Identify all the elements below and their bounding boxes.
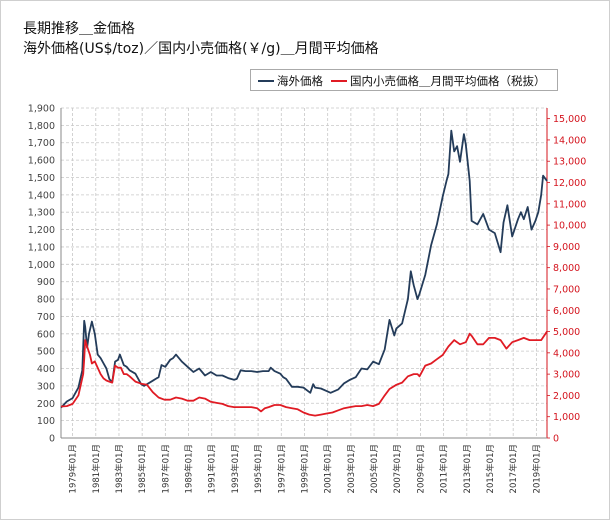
series-line-domestic <box>60 330 548 417</box>
y-right-tick-label: 12,000 <box>553 178 586 189</box>
x-tick-label: 1997年01月 <box>276 444 287 493</box>
legend-swatch-domestic <box>331 80 347 82</box>
y-left-tick-label: 1,600 <box>28 156 55 167</box>
x-tick-label: 1985年01月 <box>137 444 148 493</box>
legend-item-overseas: 海外価格 <box>258 73 323 89</box>
x-tick-label: 1987年01月 <box>160 444 171 493</box>
y-right-tick-label: 3,000 <box>553 370 580 381</box>
y-left-tick-label: 300 <box>37 381 55 392</box>
x-tick-label: 1999年01月 <box>299 444 310 493</box>
chart-legend: 海外価格 国内小売価格＿月間平均価格（税抜） <box>250 69 558 91</box>
y-right-tick-label: 5,000 <box>553 327 580 338</box>
y-left-tick-label: 1,700 <box>28 138 55 149</box>
y-left-tick-label: 800 <box>37 295 55 306</box>
x-tick-label: 1979年01月 <box>68 444 79 493</box>
x-tick-label: 2007年01月 <box>392 444 403 493</box>
y-left-tick-label: 1,000 <box>28 260 55 271</box>
y-right-tick-label: 4,000 <box>553 348 580 359</box>
x-tick-label: 2009年01月 <box>415 444 426 493</box>
x-tick-label: 2003年01月 <box>346 444 357 493</box>
x-tick-label: 1993年01月 <box>230 444 241 493</box>
y-left-tick-label: 1,900 <box>28 104 55 115</box>
y-left-tick-label: 0 <box>49 434 55 445</box>
y-left-tick-label: 1,200 <box>28 225 55 236</box>
chart-title: 長期推移＿金価格 <box>23 21 135 37</box>
x-tick-label: 2017年01月 <box>508 444 519 493</box>
y-left-tick-label: 1,100 <box>28 242 55 253</box>
series-line-overseas <box>60 129 548 409</box>
y-right-tick-label: 14,000 <box>553 135 586 146</box>
y-left-tick-label: 200 <box>37 399 55 410</box>
y-right-tick-label: 11,000 <box>553 199 586 210</box>
y-left-tick-label: 1,400 <box>28 190 55 201</box>
y-right-tick-label: 8,000 <box>553 263 580 274</box>
y-left-tick-label: 1,500 <box>28 173 55 184</box>
x-tick-label: 2011年01月 <box>439 444 450 493</box>
chart-subtitle: 海外価格(US$/toz)／国内小売価格(￥/g)＿月間平均価格 <box>23 41 379 57</box>
x-tick-label: 2019年01月 <box>531 444 542 493</box>
y-right-tick-label: 1,000 <box>553 412 580 423</box>
y-left-tick-label: 600 <box>37 329 55 340</box>
y-left-tick-label: 100 <box>37 416 55 427</box>
y-left-tick-label: 700 <box>37 312 55 323</box>
y-left-tick-label: 900 <box>37 277 55 288</box>
legend-item-domestic: 国内小売価格＿月間平均価格（税抜） <box>331 73 546 89</box>
x-tick-label: 1981年01月 <box>91 444 102 493</box>
y-right-tick-label: 9,000 <box>553 242 580 253</box>
x-tick-label: 1991年01月 <box>207 444 218 493</box>
legend-swatch-overseas <box>258 80 274 82</box>
x-tick-label: 2013年01月 <box>462 444 473 493</box>
y-right-tick-label: 2,000 <box>553 391 580 402</box>
y-left-tick-label: 500 <box>37 347 55 358</box>
x-tick-label: 2005年01月 <box>369 444 380 493</box>
y-right-tick-label: 7,000 <box>553 284 580 295</box>
x-tick-label: 2015年01月 <box>485 444 496 493</box>
y-right-tick-label: 6,000 <box>553 306 580 317</box>
y-right-tick-label: 10,000 <box>553 221 586 232</box>
y-right-tick-label: 13,000 <box>553 157 586 168</box>
x-tick-label: 1983年01月 <box>114 444 125 493</box>
y-right-tick-label: 0 <box>553 434 559 445</box>
legend-label-domestic: 国内小売価格＿月間平均価格（税抜） <box>350 74 546 88</box>
x-tick-label: 2001年01月 <box>323 444 334 493</box>
x-tick-label: 1995年01月 <box>253 444 264 493</box>
legend-label-overseas: 海外価格 <box>277 74 323 88</box>
y-left-tick-label: 400 <box>37 364 55 375</box>
y-left-tick-label: 1,300 <box>28 208 55 219</box>
x-tick-label: 1989年01月 <box>184 444 195 493</box>
y-right-tick-label: 15,000 <box>553 114 586 125</box>
y-left-tick-label: 1,800 <box>28 121 55 132</box>
